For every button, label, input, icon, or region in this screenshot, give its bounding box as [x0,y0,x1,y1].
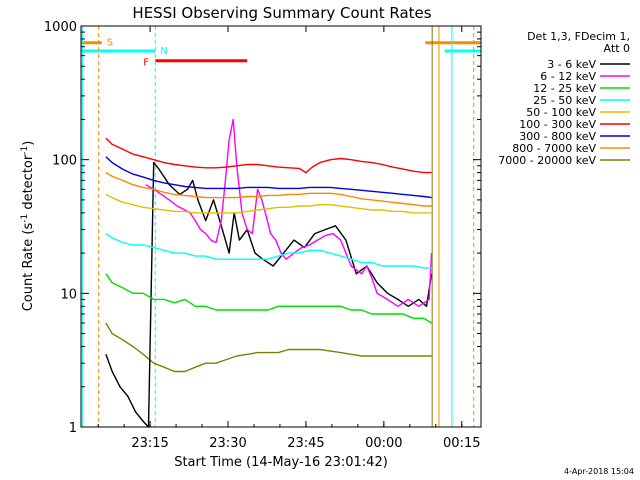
y-axis-label-main: Count Rate (s [21,223,36,312]
x-axis-label: Start Time (14-May-16 23:01:42) [174,455,388,470]
series-line-100-300-kev [105,137,432,174]
legend-label-300-800-kev: 300 - 800 keV [519,130,596,143]
legend-header-line1: Det 1,3, FDecim 1, [527,30,630,43]
series-line-300-800-kev [105,156,432,199]
y-axis-label: Count Rate (s-1 detector-1) [20,141,36,312]
x-tick-label-23-15: 23:15 [131,436,168,451]
legend-label-25-50-kev: 25 - 50 keV [533,94,596,107]
y-tick-label-100: 100 [52,154,77,169]
y-axis-label-sup2: -1 [20,146,30,155]
legend-label-6-12-kev: 6 - 12 keV [540,70,596,83]
legend-label-12-25-kev: 12 - 25 keV [533,82,596,95]
series-line-50-100-kev [105,193,432,214]
flag-label-n: N [160,46,167,57]
chart-title: HESSI Observing Summary Count Rates [132,4,431,22]
y-tick-label-10: 10 [60,287,77,302]
vertical-markers [81,26,475,427]
legend-label-50-100-kev: 50 - 100 keV [526,106,596,119]
y-axis-label-sup1: -1 [20,214,30,223]
flag-label-s: S [107,38,113,49]
series-line-6-12-kev [145,118,433,307]
x-tick-label-00-15: 00:15 [443,436,480,451]
y-tick-label-1000: 1000 [44,20,77,35]
y-axis-ticks: 1 10 100 1000 [44,20,481,436]
series-line-800-7000-kev [105,172,432,207]
legend-label-100-300-kev: 100 - 300 keV [519,118,596,131]
series-line-12-25-kev [105,273,432,324]
legend-label-7000-20000-kev: 7000 - 20000 keV [498,154,596,167]
legend-header-line2: Att 0 [604,42,630,55]
series-line-3-6-kev [105,161,433,428]
x-tick-label-00-00: 00:00 [365,436,402,451]
y-axis-label-mid: detector [21,154,36,214]
flag-bars: S NF [81,38,481,69]
series-line-25-50-kev [105,233,432,269]
legend-label-800-7000-kev: 800 - 7000 keV [512,142,596,155]
y-tick-label-1: 1 [69,421,77,436]
x-tick-label-23-45: 23:45 [287,436,324,451]
legend-label-3-6-kev: 3 - 6 keV [547,58,596,71]
x-tick-label-23-30: 23:30 [209,436,246,451]
flag-label-f: F [143,58,149,69]
y-axis-label-end: ) [21,141,36,146]
plot-frame [80,25,482,428]
x-axis-ticks: 23:15 23:30 23:45 00:00 00:15 [97,26,481,451]
series-line-7000-20000-kev [105,322,432,373]
footer-timestamp: 4-Apr-2018 15:04 [564,467,634,476]
series-lines [105,118,433,428]
